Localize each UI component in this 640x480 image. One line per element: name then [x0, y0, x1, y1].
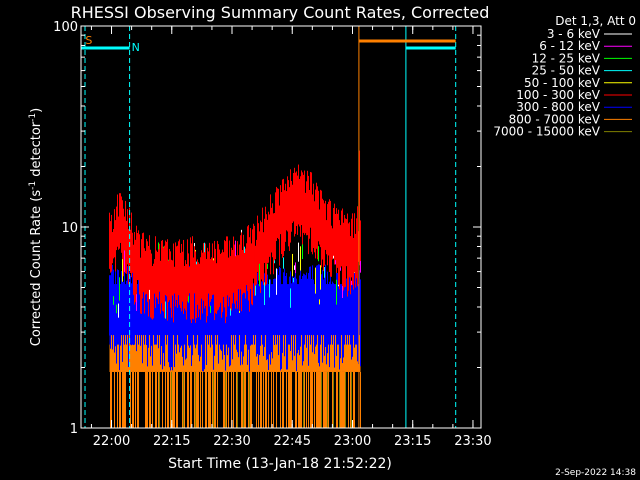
legend-label: 12 - 25 keV — [532, 51, 601, 65]
x-tick-label: 23:30 — [454, 434, 491, 449]
y-axis-label: Corrected Count Rate (s-1 detector-1) — [28, 108, 44, 346]
legend-header: Det 1,3, Att 0 — [555, 14, 636, 28]
x-tick-label: 23:15 — [394, 434, 431, 449]
legend-label: 6 - 12 keV — [539, 39, 601, 53]
x-tick-label: 22:00 — [93, 434, 130, 449]
x-axis-label: Start Time (13-Jan-18 21:52:22) — [168, 456, 392, 472]
y-tick-label: 10 — [61, 221, 78, 236]
legend-label: 7000 - 15000 keV — [493, 125, 600, 139]
legend-label: 100 - 300 keV — [516, 88, 600, 102]
flag-label-N: N — [132, 41, 140, 54]
chart-title: RHESSI Observing Summary Count Rates, Co… — [71, 3, 490, 22]
y-tick-label: 100 — [53, 20, 78, 35]
footer-date: 2-Sep-2022 14:38 — [555, 468, 636, 478]
x-tick-label: 23:00 — [334, 434, 371, 449]
x-tick-label: 22:15 — [153, 434, 190, 449]
y-tick-label: 1 — [70, 422, 78, 437]
legend-label: 50 - 100 keV — [524, 76, 601, 90]
flag-label-S: S — [85, 34, 92, 47]
legend-label: 300 - 800 keV — [516, 100, 600, 114]
legend-label: 25 - 50 keV — [532, 64, 601, 78]
x-tick-label: 22:45 — [274, 434, 311, 449]
x-tick-label: 22:30 — [213, 434, 250, 449]
legend-label: 3 - 6 keV — [547, 27, 601, 41]
legend-label: 800 - 7000 keV — [509, 112, 601, 126]
